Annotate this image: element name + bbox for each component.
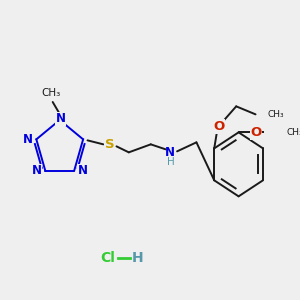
Text: O: O xyxy=(250,126,262,139)
Text: H: H xyxy=(132,251,144,265)
Text: CH₃: CH₃ xyxy=(41,88,61,98)
Text: N: N xyxy=(56,112,66,125)
Text: CH₃: CH₃ xyxy=(268,110,284,119)
Text: N: N xyxy=(32,164,42,177)
Text: O: O xyxy=(213,120,224,133)
Text: CH₃: CH₃ xyxy=(286,128,300,137)
Text: N: N xyxy=(165,146,175,159)
Text: N: N xyxy=(78,164,88,177)
Text: H: H xyxy=(167,157,175,167)
Text: S: S xyxy=(105,138,114,151)
Text: Cl: Cl xyxy=(100,251,116,265)
Text: N: N xyxy=(23,133,33,146)
